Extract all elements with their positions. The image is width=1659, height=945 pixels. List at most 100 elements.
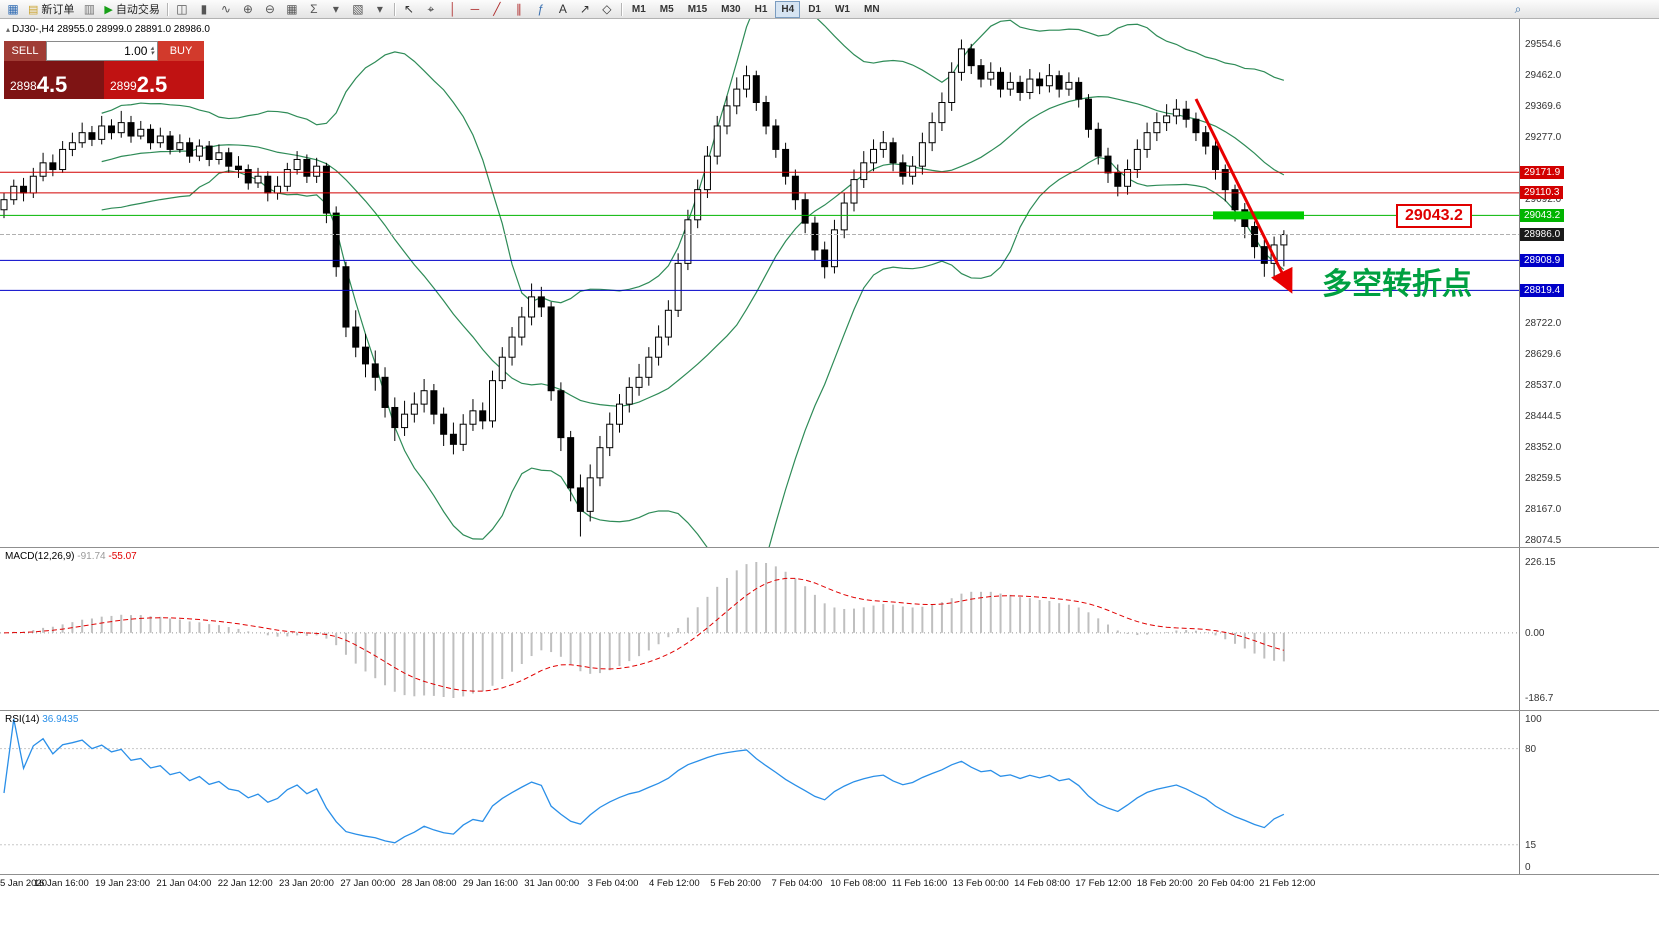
channel-icon: ∥ bbox=[515, 2, 522, 16]
candle-body bbox=[840, 202, 848, 231]
macd-panel[interactable]: MACD(12,26,9) -91.74 -55.07 bbox=[0, 548, 1519, 710]
horizontal-line-icon[interactable]: ─ bbox=[464, 1, 486, 18]
candle-body bbox=[957, 48, 965, 73]
timeframe-m1[interactable]: M1 bbox=[631, 3, 646, 15]
timeframe-h1[interactable]: H1 bbox=[754, 3, 768, 15]
indicators-icon[interactable]: Σ bbox=[303, 1, 325, 18]
crosshair-icon: ⌖ bbox=[427, 1, 435, 16]
panel-separator[interactable] bbox=[0, 710, 1659, 711]
buy-price[interactable]: 2899 2.5 bbox=[104, 61, 204, 99]
cursor-icon[interactable]: ↖ bbox=[398, 1, 420, 18]
price-prefix: 2898 bbox=[10, 79, 37, 93]
zoom-in-icon[interactable]: ⊕ bbox=[237, 1, 259, 18]
candle-body bbox=[791, 175, 799, 201]
rsi-canvas bbox=[0, 718, 1519, 846]
text-label-icon[interactable]: A bbox=[552, 1, 574, 18]
timeframe-m15[interactable]: M15 bbox=[687, 3, 708, 15]
vertical-line-icon[interactable]: │ bbox=[442, 1, 464, 18]
candle-body bbox=[1231, 189, 1239, 211]
candle-body bbox=[821, 249, 829, 268]
panel-separator bbox=[0, 874, 1659, 875]
candle-body bbox=[997, 71, 1005, 90]
rsi-panel[interactable]: RSI(14) 36.9435 bbox=[0, 711, 1519, 874]
timeframe-d1[interactable]: D1 bbox=[808, 3, 821, 15]
candlestick-chart-icon[interactable]: ▮ bbox=[193, 1, 215, 18]
candle-body bbox=[332, 212, 340, 268]
autotrading-button[interactable]: ▶ 自动交易 bbox=[100, 1, 163, 18]
time-axis-label: 27 Jan 00:00 bbox=[340, 878, 396, 889]
candle-body bbox=[879, 142, 887, 150]
candle-body bbox=[186, 142, 194, 157]
cursor-icon: ↖ bbox=[403, 2, 414, 16]
text-label-icon: A bbox=[558, 2, 567, 16]
trendline-icon[interactable]: ╱ bbox=[486, 1, 508, 18]
new-order-button[interactable]: ▤ 新订单 bbox=[24, 1, 78, 18]
templates-icon[interactable]: ▧ bbox=[347, 1, 369, 18]
candle-body bbox=[313, 165, 321, 177]
candle-body bbox=[469, 410, 477, 425]
sell-button[interactable]: SELL bbox=[4, 41, 46, 61]
chart-area[interactable]: ▴ DJ30-,H4 28955.0 28999.0 28891.0 28986.… bbox=[0, 19, 1519, 547]
timeframe-h4[interactable]: H4 bbox=[775, 0, 801, 18]
indicators-dropdown-icon[interactable]: ▾ bbox=[325, 1, 347, 18]
shapes-icon[interactable]: ◇ bbox=[596, 1, 618, 18]
candle-body bbox=[1172, 108, 1180, 117]
spin-up-icon[interactable]: ▴ bbox=[150, 45, 154, 52]
toolbar-separator bbox=[393, 2, 395, 16]
time-axis-label: 17 Feb 12:00 bbox=[1075, 878, 1132, 889]
highlight-segment[interactable] bbox=[1213, 211, 1304, 220]
line-chart-icon[interactable]: ∿ bbox=[215, 1, 237, 18]
candle-body bbox=[918, 142, 926, 167]
candle-body bbox=[703, 155, 711, 191]
candle-body bbox=[1182, 108, 1190, 120]
turning-point-note[interactable]: 多空转折点 bbox=[1322, 268, 1472, 301]
tile-windows-icon: ▦ bbox=[286, 2, 298, 16]
timeframe-w1[interactable]: W1 bbox=[834, 3, 850, 15]
tile-windows-icon[interactable]: ▦ bbox=[281, 1, 303, 18]
candle-body bbox=[596, 447, 604, 479]
candle-body bbox=[674, 262, 682, 311]
candle-body bbox=[899, 162, 907, 177]
crosshair-icon[interactable]: ⌖ bbox=[420, 1, 442, 18]
charts-grid-icon[interactable]: ▥ bbox=[78, 1, 100, 18]
timeframe-m30[interactable]: M30 bbox=[721, 3, 741, 15]
candle-body bbox=[244, 169, 252, 184]
channel-icon[interactable]: ∥ bbox=[508, 1, 530, 18]
timeframe-mn[interactable]: MN bbox=[863, 3, 880, 15]
zoom-out-icon[interactable]: ⊖ bbox=[259, 1, 281, 18]
arrows-icon[interactable]: ↗ bbox=[574, 1, 596, 18]
candle-body bbox=[1045, 75, 1053, 87]
candle-body bbox=[1006, 81, 1014, 90]
candle-body bbox=[391, 406, 399, 429]
sell-arrow[interactable] bbox=[1194, 98, 1293, 294]
timeframe-m5[interactable]: M5 bbox=[659, 3, 674, 15]
candle-body bbox=[801, 199, 809, 224]
volume-input[interactable]: 1.00 ▴ ▾ bbox=[46, 41, 158, 61]
candle-body bbox=[264, 175, 272, 194]
buy-button[interactable]: BUY bbox=[158, 41, 204, 61]
sell-price[interactable]: 2898 4.5 bbox=[4, 61, 104, 99]
bars-chart-icon[interactable]: ◫ bbox=[171, 1, 193, 18]
indicators-icon: Σ bbox=[310, 2, 318, 16]
toolbar-separator bbox=[166, 2, 168, 16]
fibonacci-icon[interactable]: ƒ bbox=[530, 1, 552, 18]
time-axis-label: 14 Feb 08:00 bbox=[1014, 878, 1071, 889]
search-icon[interactable]: ⌕ bbox=[1514, 1, 1522, 16]
candle-body bbox=[1036, 78, 1044, 87]
candle-body bbox=[664, 309, 672, 338]
candle-body bbox=[1114, 172, 1122, 187]
candle-body bbox=[752, 75, 760, 104]
price-chart-canvas[interactable] bbox=[0, 19, 1519, 547]
volume-spinner[interactable]: ▴ ▾ bbox=[150, 45, 154, 57]
price-axis-tag: 28908.9 bbox=[1520, 253, 1565, 267]
panel-separator[interactable] bbox=[0, 547, 1659, 548]
price-axis-tag: 28986.0 bbox=[1520, 228, 1565, 242]
candle-body bbox=[1251, 226, 1259, 248]
candle-body bbox=[361, 346, 369, 365]
toolbar: ▦ ▤ 新订单 ▥ ▶ 自动交易 ◫ ▮ ∿ ⊕ ⊖ ▦ Σ ▾ ▧ ▾ ↖ ⌖ │ ─ ╱ ∥ ƒ A ↗ ◇ M1 M5 M15 M3… bbox=[0, 0, 1659, 19]
templates-dropdown-icon[interactable]: ▾ bbox=[369, 1, 391, 18]
price-annotation-box[interactable]: 29043.2 bbox=[1396, 204, 1472, 228]
spin-down-icon[interactable]: ▾ bbox=[150, 50, 154, 57]
price-axis-label: 28629.6 bbox=[1525, 348, 1562, 360]
symbol-marker-icon: ▴ bbox=[6, 25, 11, 34]
